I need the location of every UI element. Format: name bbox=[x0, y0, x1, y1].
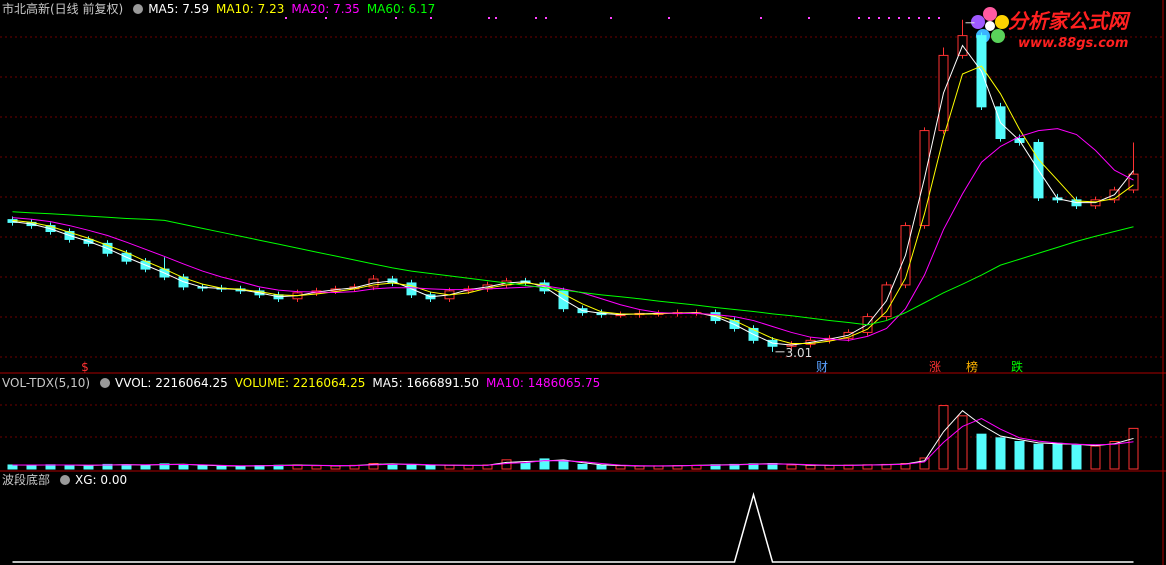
event-marker: $ bbox=[81, 360, 89, 374]
volume-bar bbox=[938, 405, 949, 470]
dropdown-icon bbox=[100, 378, 111, 388]
volume-bar bbox=[26, 464, 37, 470]
volume-bar bbox=[805, 464, 816, 470]
event-marker: 榜 bbox=[966, 359, 978, 374]
volume-bar bbox=[64, 464, 75, 470]
volume-bar bbox=[501, 459, 512, 470]
volume-bar bbox=[425, 464, 436, 470]
volume-bar bbox=[577, 463, 588, 470]
ma-line bbox=[12, 211, 1134, 326]
volume-bar bbox=[1014, 441, 1025, 470]
dropdown-icon bbox=[60, 475, 71, 485]
volume-bar bbox=[463, 465, 474, 470]
event-marker: 涨 bbox=[929, 359, 941, 374]
volume-bar bbox=[140, 464, 151, 470]
volume-bar bbox=[159, 463, 170, 470]
volume-bar bbox=[1109, 441, 1120, 470]
legend-entry: MA10: 1486065.75 bbox=[486, 376, 601, 390]
panel-title: 市北高新(日线 前复权) bbox=[2, 2, 124, 16]
volume-bar bbox=[539, 458, 550, 470]
volume-bar bbox=[558, 460, 569, 470]
panel-header: 市北高新(日线 前复权) MA5: 7.59 MA10: 7.23 MA20: 7.3… bbox=[2, 2, 442, 16]
event-marker: 跌 bbox=[1011, 359, 1023, 374]
signal-dots bbox=[285, 17, 940, 19]
volume-bar bbox=[121, 464, 132, 470]
volume-bar bbox=[7, 464, 18, 470]
volume-bar bbox=[311, 465, 322, 470]
ma-line bbox=[12, 128, 1134, 341]
volume-bar bbox=[976, 433, 987, 470]
volume-bar bbox=[83, 465, 94, 470]
volume-bar bbox=[634, 465, 645, 470]
volume-bar bbox=[919, 457, 930, 470]
volume-bar bbox=[197, 465, 208, 470]
volume-bar bbox=[786, 464, 797, 470]
low-label: 3.01 bbox=[786, 346, 813, 360]
legend-entry: VVOL: 2216064.25 bbox=[115, 376, 228, 390]
volume-bar bbox=[216, 465, 227, 470]
volume-bar bbox=[178, 464, 189, 470]
panel-title: VOL-TDX(5,10) bbox=[2, 376, 91, 390]
volume-bar bbox=[368, 463, 379, 470]
volume-bar bbox=[406, 464, 417, 470]
volume-bar bbox=[995, 437, 1006, 470]
legend-entry: MA20: 7.35 bbox=[291, 2, 360, 16]
logo-url: www.88gs.com bbox=[1018, 36, 1128, 51]
candle-body bbox=[1128, 173, 1139, 191]
volume-bar bbox=[824, 465, 835, 470]
legend-entry: MA60: 6.17 bbox=[366, 2, 436, 16]
dropdown-icon bbox=[133, 4, 144, 14]
volume-bar bbox=[596, 464, 607, 470]
ma-line bbox=[12, 65, 1134, 345]
volume-bar bbox=[615, 465, 626, 470]
volume-bar bbox=[1033, 443, 1044, 470]
volume-bar bbox=[235, 465, 246, 470]
volume-bar bbox=[102, 463, 113, 470]
legend-entry: XG: 0.00 bbox=[75, 473, 128, 487]
volume-bar bbox=[1128, 427, 1139, 470]
volume-bar bbox=[387, 463, 398, 470]
volume-bar bbox=[1052, 442, 1063, 470]
panel-header: 波段底部 XG: 0.00 bbox=[2, 473, 134, 487]
legend-entry: VOLUME: 2216064.25 bbox=[234, 376, 366, 390]
logo-title: 分析家公式网 bbox=[1008, 9, 1131, 33]
indicator-line bbox=[12, 491, 1134, 563]
volume-bar bbox=[520, 462, 531, 470]
legend-entry: MA5: 7.59 bbox=[148, 2, 209, 16]
volume-bar bbox=[1071, 444, 1082, 470]
legend-entry: MA5: 1666891.50 bbox=[372, 376, 479, 390]
panel-header: VOL-TDX(5,10) VVOL: 2216064.25 VOLUME: 221… bbox=[2, 376, 607, 390]
ma-line bbox=[12, 44, 1134, 346]
event-marker: 财 bbox=[816, 360, 828, 374]
volume-bar bbox=[1090, 445, 1101, 470]
volume-bar bbox=[957, 415, 968, 470]
volume-ma-line bbox=[12, 418, 1134, 467]
volume-bar bbox=[330, 465, 341, 470]
panel-title: 波段底部 bbox=[2, 473, 51, 487]
legend-entry: MA10: 7.23 bbox=[215, 2, 285, 16]
